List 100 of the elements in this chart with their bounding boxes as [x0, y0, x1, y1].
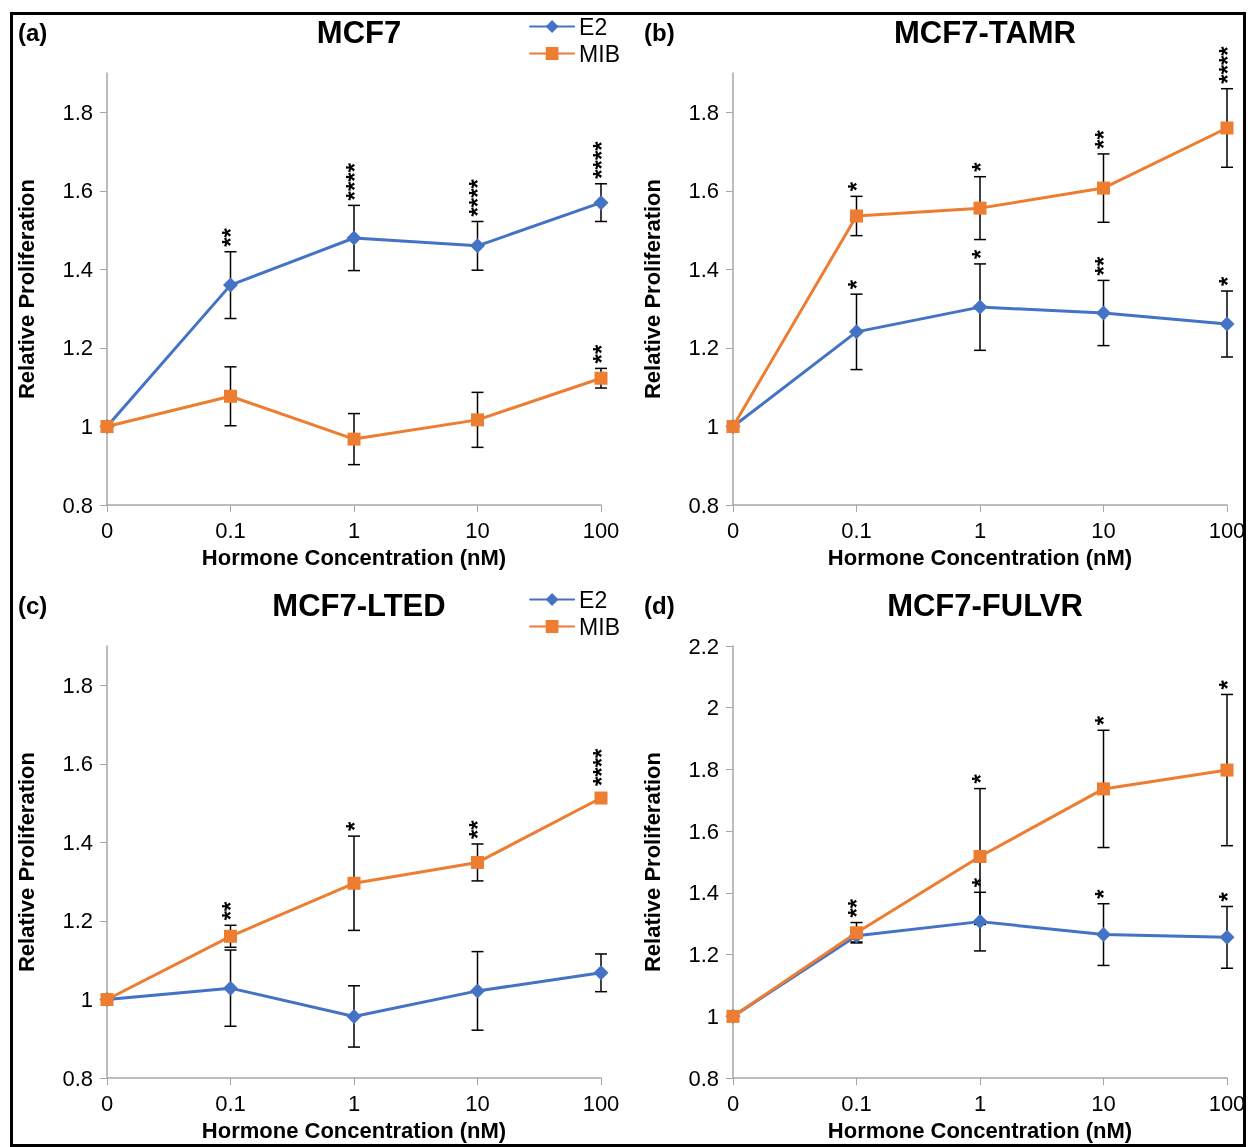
annotation: *	[1213, 891, 1241, 902]
y-tick-label: 1.8	[62, 672, 93, 698]
legend-label: MIB	[579, 613, 620, 640]
y-tick-label: 1.8	[688, 756, 719, 782]
point	[1097, 782, 1110, 796]
x-tick-label: 100	[582, 1090, 620, 1116]
annotation: **	[464, 819, 491, 839]
y-tick-label: 2	[706, 695, 719, 721]
annotation: **	[1090, 256, 1117, 276]
annotation: ****	[587, 140, 615, 179]
annotation: *	[1213, 276, 1241, 287]
point	[1219, 316, 1235, 332]
point	[224, 929, 237, 943]
point	[850, 209, 863, 223]
x-axis-title: Hormone Concentration (nM)	[827, 544, 1133, 570]
y-tick-label: 0.8	[62, 1065, 93, 1091]
y-tick-label: 0.8	[688, 492, 719, 518]
y-tick-label: 1.2	[62, 335, 93, 361]
text: (d)	[644, 591, 675, 619]
chart-title: MCF7	[316, 15, 402, 50]
y-tick-label: 1	[706, 1003, 719, 1029]
x-tick-label: 0.1	[841, 1090, 872, 1116]
y-tick-label: 2.2	[688, 633, 719, 659]
annotation: **	[217, 227, 244, 247]
annotation: *	[966, 161, 994, 172]
point	[594, 791, 608, 805]
y-tick-label: 0.8	[688, 1065, 719, 1091]
y-tick-label: 1.4	[62, 256, 93, 282]
y-tick-label: 1	[706, 414, 719, 440]
y-tick-label: 0.8	[62, 492, 93, 518]
point	[1097, 181, 1110, 195]
text: (b)	[644, 18, 675, 46]
point	[1096, 927, 1111, 943]
point	[346, 1008, 362, 1024]
x-tick-label: 10	[465, 517, 490, 543]
x-tick-label: 1	[347, 1090, 361, 1116]
x-tick-label: 0	[100, 1090, 114, 1116]
annotation: *	[1090, 888, 1117, 899]
legend-label: MIB	[579, 40, 620, 67]
y-tick-label: 1.2	[62, 908, 93, 934]
point	[470, 983, 485, 999]
x-tick-label: 1	[347, 517, 361, 543]
annotation: **	[587, 344, 615, 364]
chart-title: MCF7-TAMR	[894, 15, 1076, 50]
x-tick-label: 0.1	[215, 517, 246, 543]
y-tick-label: 1.4	[62, 829, 93, 855]
legend-label: E2	[579, 13, 608, 40]
annotation: **	[217, 900, 244, 921]
annotation: *	[843, 279, 870, 290]
point	[594, 371, 608, 385]
point	[972, 914, 988, 930]
y-tick-label: 1.6	[62, 751, 93, 777]
y-tick-label: 1.2	[688, 942, 719, 968]
point	[593, 195, 609, 211]
point	[471, 413, 484, 427]
y-tick-label: 1.4	[688, 880, 719, 906]
y-tick-label: 1.4	[688, 256, 719, 282]
point	[347, 432, 361, 446]
x-tick-label: 0.1	[215, 1090, 246, 1116]
annotation: **	[1090, 129, 1117, 149]
point	[593, 965, 609, 981]
annotation: *	[1213, 679, 1241, 690]
point	[973, 201, 987, 215]
x-tick-label: 100	[582, 517, 620, 543]
legend-label: E2	[579, 586, 608, 613]
annotation: *	[966, 877, 994, 888]
x-tick-label: 10	[1091, 517, 1116, 543]
point	[972, 299, 988, 315]
annotation: ****	[340, 162, 368, 201]
annotation: *	[340, 821, 368, 832]
y-tick-label: 1.6	[688, 178, 719, 204]
x-tick-label: 0	[726, 517, 740, 543]
annotation: *	[966, 248, 994, 259]
point	[1096, 305, 1111, 321]
point	[346, 230, 362, 246]
x-tick-label: 0	[100, 517, 114, 543]
y-axis-title: Relative Proliferation	[639, 752, 665, 973]
text: (c)	[18, 591, 48, 619]
x-axis-title: Hormone Concentration (nM)	[201, 1117, 507, 1143]
y-axis-title: Relative Proliferation	[13, 752, 39, 973]
chart-title: MCF7-LTED	[272, 588, 446, 623]
chart-title: MCF7-FULVR	[887, 588, 1083, 623]
y-tick-label: 1	[80, 987, 93, 1013]
y-tick-label: 1	[80, 414, 93, 440]
x-tick-label: 10	[1091, 1090, 1116, 1116]
x-tick-label: 0.1	[841, 517, 872, 543]
point	[223, 277, 238, 293]
annotation: *	[843, 181, 870, 192]
point	[223, 980, 238, 996]
annotation: ****	[464, 178, 491, 217]
y-axis-title: Relative Proliferation	[639, 179, 665, 400]
point	[471, 855, 484, 869]
x-axis-title: Hormone Concentration (nM)	[201, 544, 507, 570]
y-tick-label: 1.6	[688, 818, 719, 844]
point	[849, 324, 864, 340]
y-tick-label: 1.8	[688, 99, 719, 125]
text: (a)	[18, 18, 48, 46]
y-tick-label: 1.6	[62, 178, 93, 204]
point	[1220, 121, 1234, 135]
annotation: *	[966, 773, 994, 784]
